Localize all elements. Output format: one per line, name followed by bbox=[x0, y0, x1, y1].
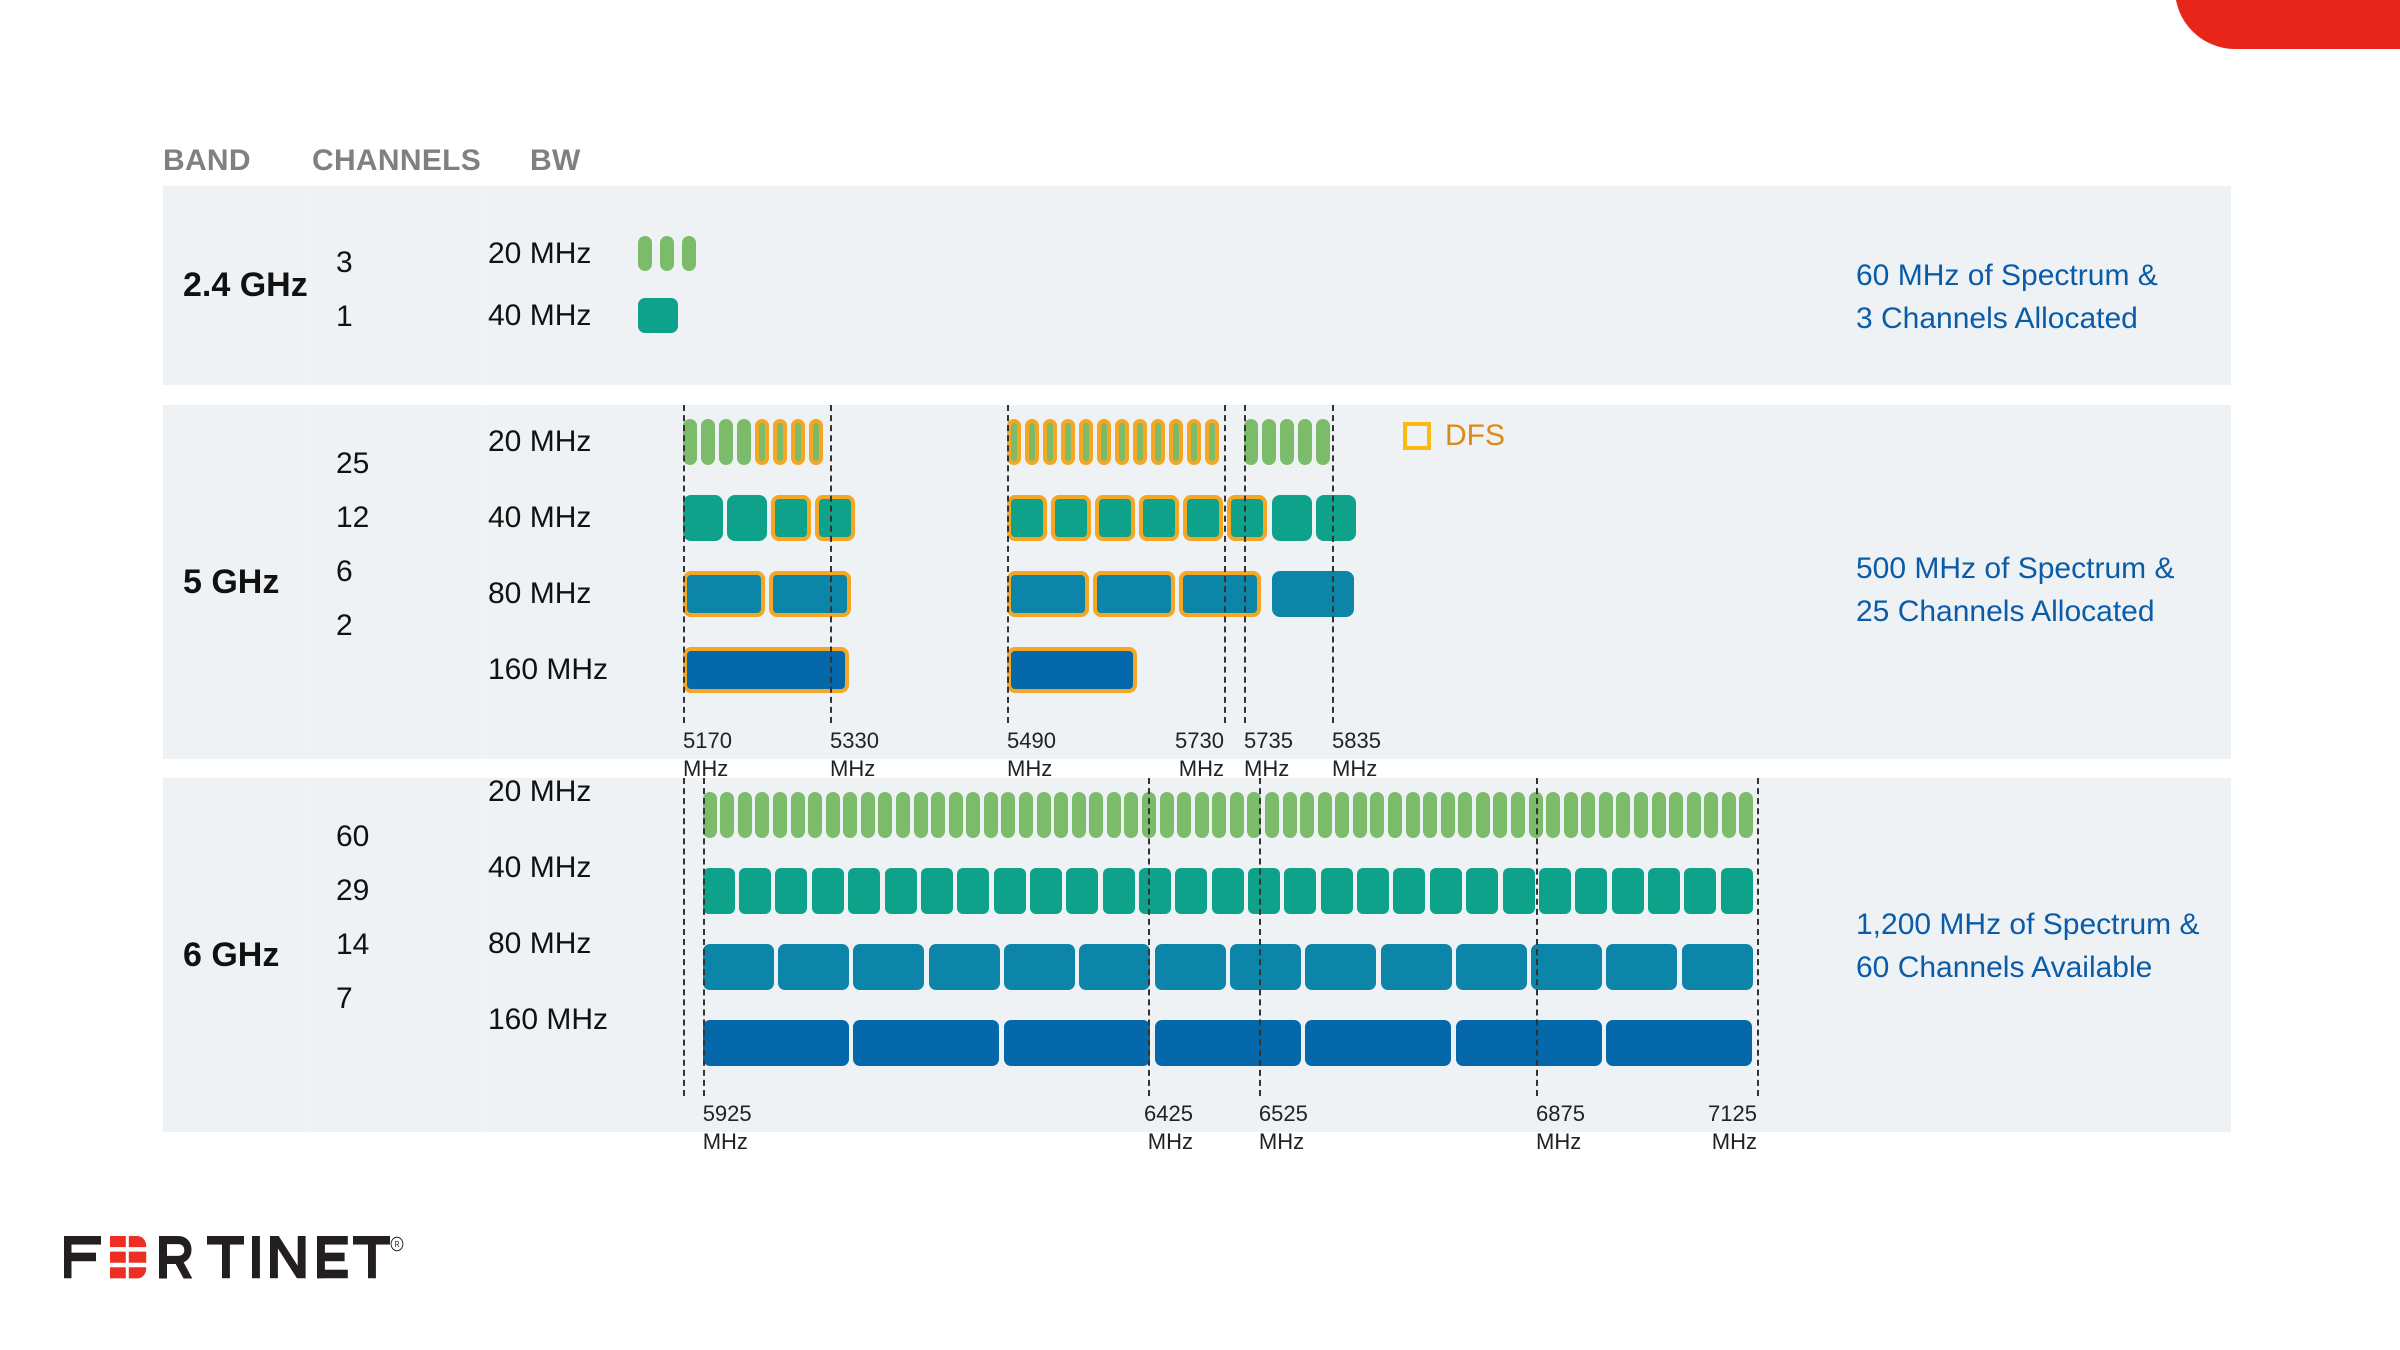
svg-text:R: R bbox=[394, 1240, 400, 1250]
